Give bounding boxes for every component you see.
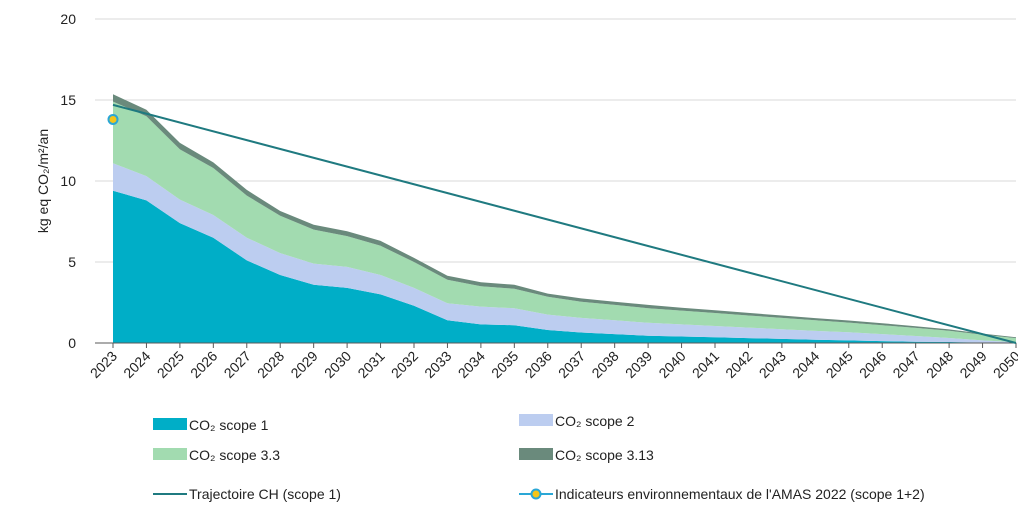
legend-label: CO₂ scope 3.3 [189, 447, 280, 463]
x-tick-label: 2041 [689, 348, 722, 381]
x-tick-label: 2037 [555, 348, 588, 381]
x-tick-label: 2034 [455, 348, 488, 381]
x-tick-label: 2036 [522, 348, 555, 381]
x-tick-label: 2032 [388, 348, 421, 381]
x-tick-label: 2027 [221, 348, 254, 381]
x-tick-label: 2050 [990, 348, 1018, 381]
indicator-point [109, 115, 118, 124]
x-tick-label: 2044 [789, 348, 822, 381]
y-tick-labels: 0 5 10 15 20 [60, 11, 76, 351]
legend-swatch [519, 448, 553, 460]
x-tick-label: 2033 [421, 348, 454, 381]
x-tick-label: 2024 [120, 348, 153, 381]
stacked-areas [113, 94, 1016, 343]
x-tick-label: 2045 [823, 348, 856, 381]
x-tick-label: 2046 [856, 348, 889, 381]
y-tick-label: 10 [60, 173, 76, 189]
x-tick-label: 2023 [87, 348, 120, 381]
x-tick-label: 2035 [488, 348, 521, 381]
legend-label: CO₂ scope 2 [555, 413, 635, 429]
x-tick-label: 2040 [655, 348, 688, 381]
x-tick-label: 2030 [321, 348, 354, 381]
x-tick-label: 2028 [254, 348, 287, 381]
x-tick-label: 2029 [287, 348, 320, 381]
y-axis-label: kg eq CO₂/m²/an [35, 129, 51, 233]
indicator-points [109, 115, 118, 124]
x-tick-label: 2025 [154, 348, 187, 381]
x-tick-label: 2049 [956, 348, 989, 381]
x-tick-label: 2026 [187, 348, 220, 381]
x-tick-label: 2047 [889, 348, 922, 381]
x-tick-label: 2043 [756, 348, 789, 381]
x-tick-label: 2048 [923, 348, 956, 381]
x-tick-label: 2038 [588, 348, 621, 381]
legend: CO₂ scope 1 CO₂ scope 2 CO₂ scope 3.3 CO₂ s… [153, 413, 925, 502]
legend-label: Trajectoire CH (scope 1) [189, 486, 341, 502]
x-tick-label: 2039 [622, 348, 655, 381]
y-tick-label: 20 [60, 11, 76, 27]
y-tick-label: 0 [68, 335, 76, 351]
y-tick-label: 5 [68, 254, 76, 270]
x-tick-labels: 2023 2024 2025 2026 2027 2028 2029 2030 2031 2032… [87, 343, 1018, 381]
legend-label: Indicateurs environnementaux de l'AMAS 2… [555, 486, 925, 502]
legend-swatch [153, 418, 187, 430]
legend-swatch [519, 414, 553, 426]
x-tick-label: 2031 [354, 348, 387, 381]
legend-point-swatch [532, 490, 541, 499]
x-tick-label: 2042 [722, 348, 755, 381]
legend-label: CO₂ scope 1 [189, 417, 269, 433]
y-tick-label: 15 [60, 92, 76, 108]
legend-label: CO₂ scope 3.13 [555, 447, 654, 463]
legend-swatch [153, 448, 187, 460]
